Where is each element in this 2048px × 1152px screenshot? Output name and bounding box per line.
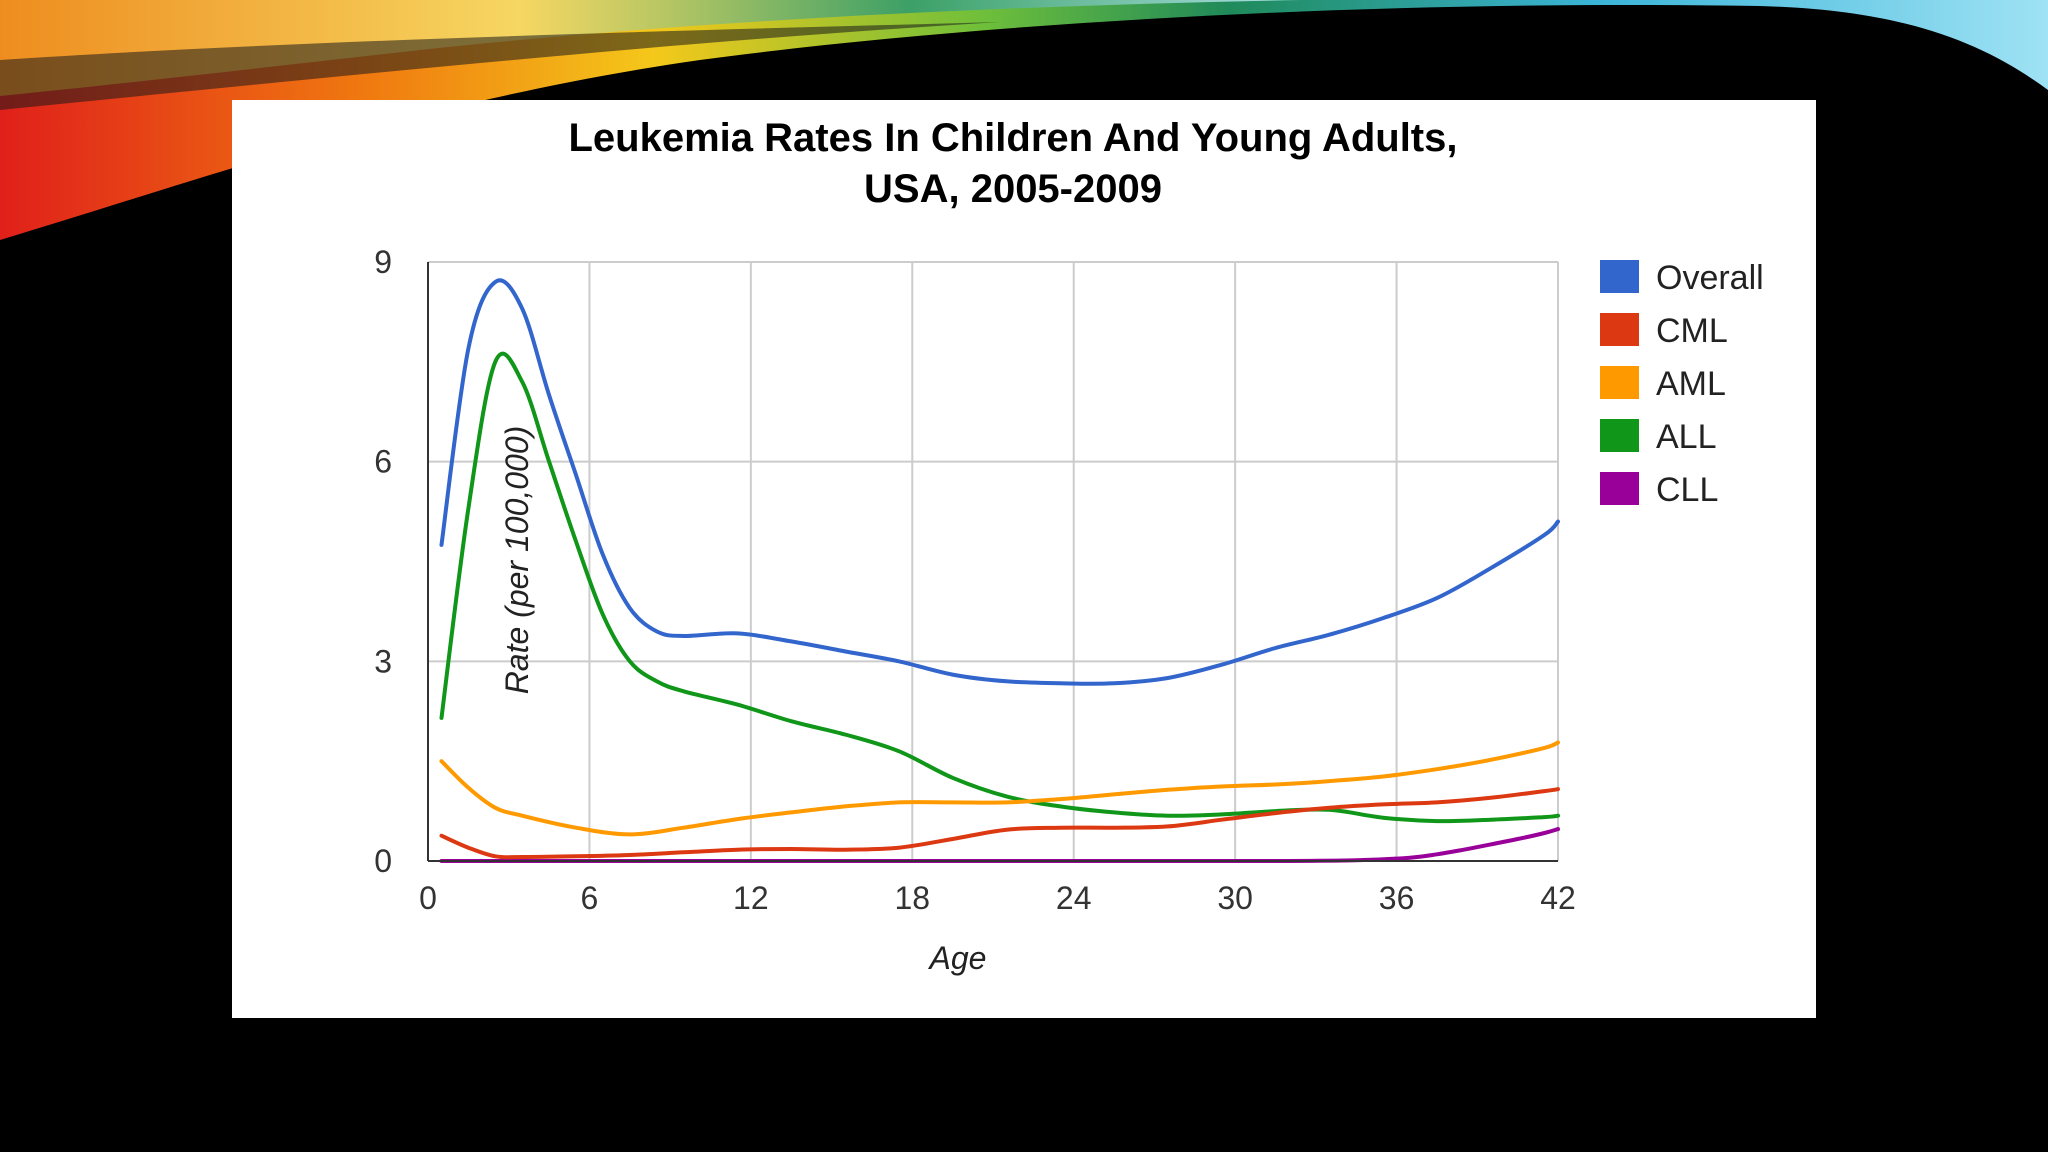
y-tick-label: 9 [374, 244, 392, 280]
axes [427, 262, 1558, 862]
legend-swatch-aml [1600, 366, 1639, 399]
y-tick-label: 0 [374, 843, 392, 879]
legend-label-cml: CML [1656, 312, 1728, 350]
x-tick-label: 24 [1056, 880, 1092, 916]
legend-swatch-cml [1600, 313, 1639, 346]
x-tick-label: 36 [1379, 880, 1415, 916]
x-tick-label: 30 [1217, 880, 1253, 916]
x-tick-label: 18 [894, 880, 930, 916]
chart-title: Leukemia Rates In Children And Young Adu… [569, 116, 1458, 160]
x-tick-label: 12 [733, 880, 769, 916]
y-tick-label: 3 [374, 643, 392, 679]
series-line-overall [439, 278, 1560, 686]
x-axis-label: Age [928, 940, 987, 976]
series-line-all [439, 351, 1560, 824]
series-line-aml [439, 740, 1560, 837]
series-lines [439, 278, 1560, 864]
y-tick-label: 6 [374, 444, 392, 480]
legend-swatch-overall [1600, 260, 1639, 293]
chart-subtitle: USA, 2005-2009 [864, 167, 1162, 211]
legend-label-all: ALL [1656, 418, 1717, 456]
x-tick-label: 6 [581, 880, 599, 916]
chart-panel: Leukemia Rates In Children And Young Adu… [232, 100, 1816, 1018]
legend-label-cll: CLL [1656, 471, 1718, 509]
legend-swatch-all [1600, 419, 1639, 452]
y-axis-label: Rate (per 100,000) [499, 426, 535, 695]
legend-label-aml: AML [1656, 365, 1726, 403]
legend-swatch-cll [1600, 472, 1639, 505]
x-tick-label: 0 [419, 880, 437, 916]
series-line-cml [439, 787, 1560, 860]
x-tick-label: 42 [1540, 880, 1576, 916]
legend-label-overall: Overall [1656, 259, 1764, 297]
gridlines [428, 261, 1559, 861]
legend: Overall CML AML ALL CLL [1600, 259, 1764, 509]
line-chart: Leukemia Rates In Children And Young Adu… [374, 116, 1764, 976]
